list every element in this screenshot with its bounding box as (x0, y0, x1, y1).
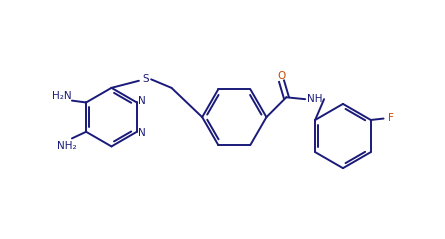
Text: S: S (142, 74, 149, 84)
Text: H₂N: H₂N (52, 91, 71, 101)
Text: NH₂: NH₂ (57, 141, 77, 151)
Text: O: O (277, 71, 286, 81)
Text: N: N (138, 128, 146, 138)
Text: F: F (388, 113, 393, 123)
Text: NH: NH (307, 94, 322, 104)
Text: N: N (138, 96, 146, 106)
